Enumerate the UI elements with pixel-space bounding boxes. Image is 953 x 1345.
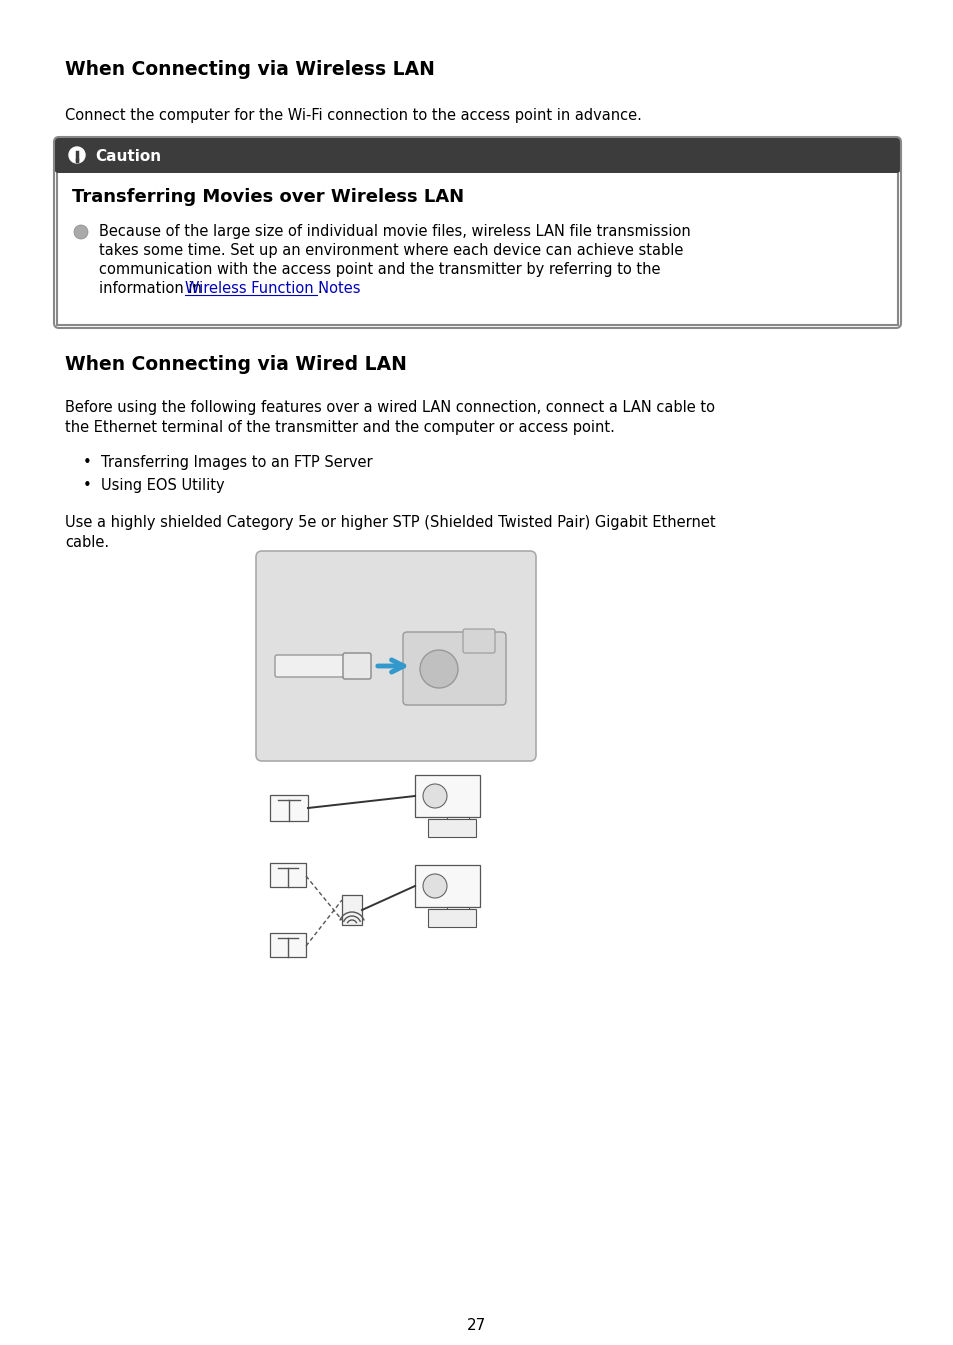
Text: •  Using EOS Utility: • Using EOS Utility	[83, 477, 224, 494]
Text: Connect the computer for the Wi-Fi connection to the access point in advance.: Connect the computer for the Wi-Fi conne…	[65, 108, 641, 122]
Text: 27: 27	[467, 1318, 486, 1333]
FancyBboxPatch shape	[274, 655, 351, 677]
Text: Because of the large size of individual movie files, wireless LAN file transmiss: Because of the large size of individual …	[99, 225, 690, 239]
Text: communication with the access point and the transmitter by referring to the: communication with the access point and …	[99, 262, 659, 277]
Text: takes some time. Set up an environment where each device can achieve stable: takes some time. Set up an environment w…	[99, 243, 682, 258]
Circle shape	[69, 147, 85, 163]
Circle shape	[422, 874, 447, 898]
Bar	[447, 907, 469, 917]
FancyBboxPatch shape	[462, 629, 495, 654]
Bar	[270, 795, 308, 820]
Bar	[341, 894, 361, 925]
FancyBboxPatch shape	[54, 137, 900, 174]
Text: Wireless Function Notes: Wireless Function Notes	[185, 281, 360, 296]
Circle shape	[74, 225, 88, 239]
Bar	[270, 933, 306, 958]
Bar	[415, 775, 479, 816]
Text: Transferring Movies over Wireless LAN: Transferring Movies over Wireless LAN	[71, 188, 464, 206]
FancyBboxPatch shape	[343, 654, 371, 679]
Text: Before using the following features over a wired LAN connection, connect a LAN c: Before using the following features over…	[65, 399, 714, 416]
Text: the Ethernet terminal of the transmitter and the computer or access point.: the Ethernet terminal of the transmitter…	[65, 420, 615, 434]
FancyArrowPatch shape	[377, 660, 403, 672]
Bar	[428, 819, 476, 837]
Text: •  Transferring Images to an FTP Server: • Transferring Images to an FTP Server	[83, 455, 373, 469]
Text: Caution: Caution	[95, 149, 161, 164]
Bar	[57, 169, 897, 325]
Circle shape	[422, 784, 447, 808]
Circle shape	[419, 650, 457, 689]
FancyBboxPatch shape	[402, 632, 505, 705]
Text: cable.: cable.	[65, 535, 109, 550]
Bar	[415, 865, 479, 907]
Text: When Connecting via Wired LAN: When Connecting via Wired LAN	[65, 355, 406, 374]
FancyBboxPatch shape	[255, 551, 536, 761]
Text: information in: information in	[99, 281, 206, 296]
Bar	[447, 816, 469, 827]
Text: Use a highly shielded Category 5e or higher STP (Shielded Twisted Pair) Gigabit : Use a highly shielded Category 5e or hig…	[65, 515, 715, 530]
Bar	[428, 909, 476, 927]
Text: When Connecting via Wireless LAN: When Connecting via Wireless LAN	[65, 61, 435, 79]
Bar	[270, 863, 306, 886]
Text: .: .	[317, 281, 322, 296]
